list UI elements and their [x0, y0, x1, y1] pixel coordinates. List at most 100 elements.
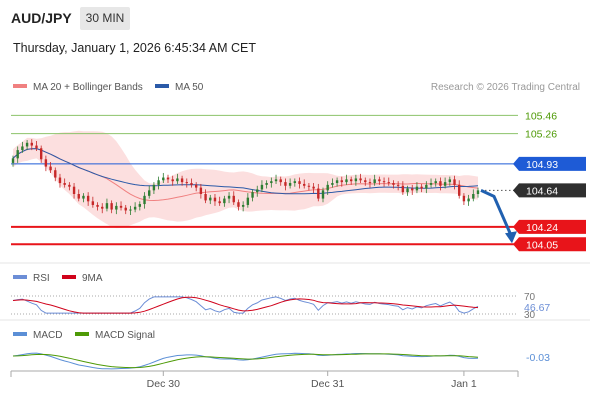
- ma50-line: [12, 148, 479, 195]
- x-tick-label: Jan 1: [451, 378, 477, 390]
- symbol-title: AUD/JPY: [11, 10, 72, 26]
- candle-body: [279, 179, 282, 183]
- candle-body: [429, 183, 433, 185]
- candle-body: [190, 183, 193, 185]
- pivot-label: 104.93: [526, 159, 558, 171]
- candle-body: [152, 184, 156, 191]
- candle-body: [119, 205, 123, 208]
- candle-body: [443, 182, 447, 186]
- candle-body: [11, 158, 15, 163]
- candle-body: [396, 184, 400, 186]
- candle-body: [401, 185, 405, 193]
- forecast-arrow: [480, 188, 513, 236]
- rsi-value-label: 46.67: [524, 302, 550, 314]
- candle-body: [317, 188, 320, 199]
- macd-legend-swatch: [13, 332, 27, 336]
- support-label: 104.05: [526, 239, 558, 251]
- macd-signal-line: [12, 353, 479, 369]
- candle-body: [434, 181, 437, 184]
- candle-body: [368, 182, 372, 184]
- candle-body: [143, 195, 146, 205]
- timeframe-button[interactable]: 30 MIN: [80, 7, 130, 30]
- candle-body: [232, 195, 235, 203]
- candle-body: [129, 209, 132, 211]
- ma50-legend-label: MA 50: [175, 82, 204, 93]
- candle-body: [256, 189, 259, 193]
- forecast-arrowhead: [505, 231, 517, 244]
- candle-body: [166, 177, 170, 180]
- candle-body: [77, 194, 80, 199]
- rsi-tick-label: 70: [524, 292, 536, 303]
- credit-label: Research © 2026 Trading Central: [431, 82, 580, 93]
- candle-body: [298, 181, 301, 184]
- candle-body: [246, 197, 250, 205]
- ma20-legend-swatch: [13, 84, 27, 88]
- candle-body: [293, 181, 297, 184]
- candle-body: [16, 150, 19, 159]
- candle-body: [439, 181, 442, 186]
- candle-body: [138, 204, 142, 207]
- pivot-tag: [513, 156, 586, 171]
- candle-body: [373, 179, 376, 184]
- candle-body: [411, 188, 414, 191]
- resistance-label: 105.46: [525, 110, 557, 122]
- macd-value-label: -0.03: [526, 352, 550, 364]
- candle-body: [194, 184, 198, 188]
- support-label: 104.24: [526, 222, 558, 234]
- candle-body: [227, 195, 231, 199]
- candle-body: [148, 190, 151, 196]
- rsi-tick-label: 30: [524, 310, 536, 321]
- candle-body: [406, 188, 409, 193]
- candle-body: [378, 179, 381, 182]
- candle-body: [115, 205, 118, 210]
- macd-signal-legend-swatch: [75, 332, 89, 336]
- candle-body: [340, 180, 343, 183]
- macd-legend-label: MACD: [33, 330, 62, 341]
- candle-body: [260, 184, 264, 190]
- candle-body: [218, 201, 221, 204]
- candle-body: [63, 183, 66, 185]
- candle-body: [476, 190, 480, 194]
- candle-body: [415, 186, 419, 191]
- candle-body: [204, 194, 207, 201]
- candle-body: [321, 190, 325, 199]
- datetime-label: Thursday, January 1, 2026 6:45:34 AM CET: [13, 41, 256, 55]
- candle-body: [448, 179, 452, 183]
- rsi-ma-legend-swatch: [62, 275, 76, 279]
- candle-body: [39, 148, 43, 160]
- resistance-label: 105.26: [525, 129, 557, 141]
- candle-body: [209, 197, 212, 201]
- last-price-label: 104.64: [526, 185, 558, 197]
- ma20-legend-label: MA 20 + Bollinger Bands: [33, 82, 143, 93]
- candle-body: [171, 179, 174, 182]
- candle-body: [157, 180, 160, 185]
- bollinger-band: [13, 130, 478, 229]
- x-tick-label: Dec 30: [147, 378, 180, 390]
- candle-body: [30, 142, 33, 146]
- candle-body: [49, 166, 52, 171]
- candle-body: [44, 159, 48, 167]
- candle-body: [199, 187, 203, 194]
- rsi-legend-swatch: [13, 275, 27, 279]
- candle-body: [68, 184, 71, 187]
- candle-body: [462, 195, 466, 202]
- candle-body: [326, 184, 329, 191]
- candle-body: [387, 182, 390, 184]
- candle-body: [241, 204, 245, 207]
- candle-body: [331, 183, 334, 185]
- candle-body: [237, 202, 240, 207]
- candle-body: [349, 179, 353, 182]
- candle-body: [72, 186, 76, 194]
- candle-body: [345, 179, 348, 183]
- candle-body: [467, 198, 470, 202]
- candle-body: [425, 184, 428, 189]
- candle-body: [105, 203, 109, 209]
- candle-body: [110, 203, 113, 210]
- candle-body: [265, 183, 268, 185]
- candle-body: [303, 183, 306, 186]
- candle-body: [284, 182, 287, 186]
- candle-body: [54, 170, 57, 178]
- candle-body: [91, 201, 95, 205]
- last-price-tag: [513, 183, 586, 198]
